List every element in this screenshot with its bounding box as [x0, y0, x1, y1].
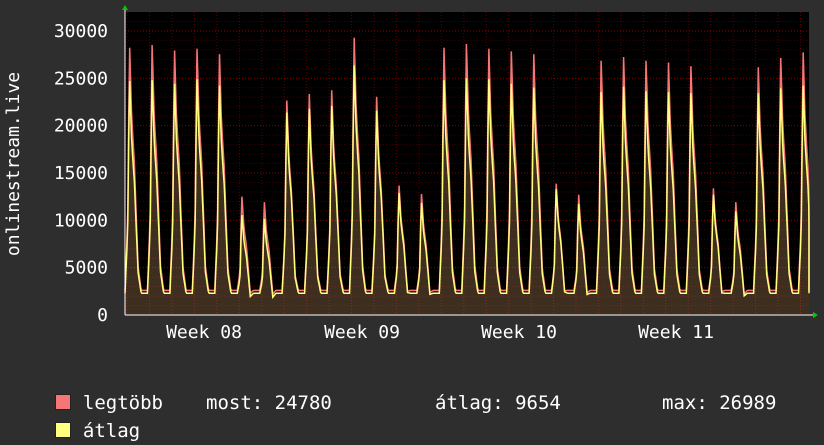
- y-tick-label: 15000: [54, 163, 108, 184]
- y-tick-labels: 0 5000 10000 15000 20000 25000 30000: [54, 21, 108, 326]
- y-axis-arrow: [122, 5, 128, 10]
- series-legtobb-area: [125, 37, 809, 315]
- legend-row-max: legtöbb: [32, 361, 163, 417]
- legend-label-atlag: átlag: [82, 420, 141, 442]
- stat-average: átlag: 9654: [435, 392, 561, 414]
- y-tick-label: 25000: [54, 68, 108, 89]
- x-tick-label: Week 08: [166, 322, 242, 343]
- series-atlag-line: [124, 65, 810, 300]
- x-tick-label: Week 11: [638, 322, 714, 343]
- legend-swatch-legtobb: [54, 394, 71, 410]
- x-axis-arrow: [813, 312, 818, 318]
- y-tick-label: 20000: [54, 116, 108, 137]
- y-tick-label: 0: [97, 305, 108, 326]
- stat-current: most: 24780: [206, 392, 332, 414]
- x-tick-label: Week 09: [324, 322, 400, 343]
- x-tick-label: Week 10: [481, 322, 557, 343]
- y-tick-label: 10000: [54, 210, 108, 231]
- series-atlag-area: [125, 65, 809, 316]
- y-tick-label: 5000: [65, 258, 108, 279]
- legend-swatch-atlag: [54, 422, 71, 438]
- y-tick-label: 30000: [54, 21, 108, 42]
- y-axis-label: onlinestream.live: [3, 72, 24, 256]
- legend-label-legtobb: legtöbb: [82, 392, 163, 414]
- axes: [122, 5, 818, 318]
- stat-maximum: max: 26989: [662, 392, 777, 414]
- x-tick-labels: Week 08 Week 09 Week 10 Week 11: [166, 322, 714, 343]
